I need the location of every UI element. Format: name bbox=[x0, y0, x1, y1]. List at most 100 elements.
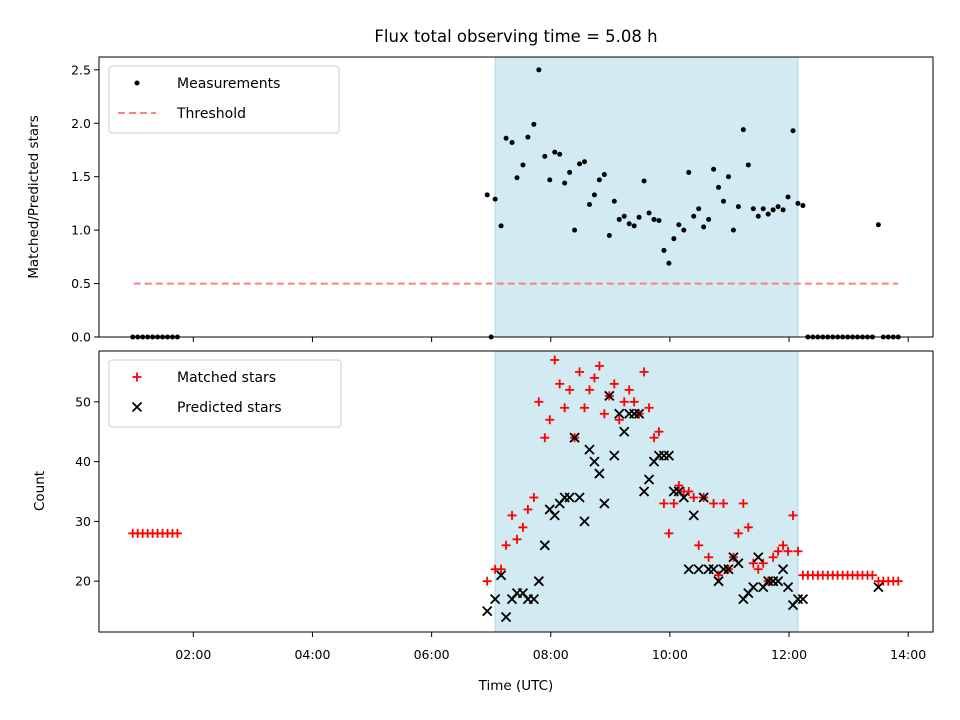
matched-stars-point bbox=[599, 409, 609, 419]
predicted-stars-point bbox=[733, 558, 744, 569]
x-b bbox=[797, 593, 809, 605]
matched-stars-point bbox=[501, 540, 511, 550]
ytick-label: 0.5 bbox=[71, 276, 91, 291]
predicted-stars-point bbox=[723, 564, 734, 575]
predicted-stars-point bbox=[482, 605, 493, 617]
x-b bbox=[594, 468, 605, 479]
top-legend: Measurements Threshold bbox=[108, 65, 340, 134]
chart-title: Flux total observing time = 5.08 h bbox=[374, 27, 657, 46]
matched-stars-point bbox=[768, 552, 778, 562]
predicted-stars-point bbox=[772, 576, 784, 587]
matched-stars-point bbox=[743, 522, 753, 532]
x-b bbox=[708, 564, 719, 575]
x-b bbox=[772, 576, 784, 587]
matched-stars-point bbox=[694, 540, 704, 550]
measurement-point bbox=[641, 178, 647, 184]
measurement-point bbox=[514, 175, 520, 181]
measurement-point bbox=[611, 198, 617, 204]
measurement-point bbox=[666, 260, 672, 266]
measurement-point bbox=[596, 177, 602, 183]
measurement-point bbox=[531, 121, 537, 127]
matched-stars-point bbox=[523, 504, 533, 514]
matched-stars-point bbox=[584, 385, 594, 395]
predicted-stars-point bbox=[619, 426, 630, 437]
measurement-point bbox=[542, 153, 548, 159]
x-b bbox=[517, 588, 529, 599]
measurement-point bbox=[656, 218, 662, 224]
predicted-stars-point bbox=[609, 450, 620, 461]
predicted-stars-point bbox=[753, 552, 764, 563]
measurement-point bbox=[676, 222, 682, 228]
legend-label: Predicted stars bbox=[177, 400, 282, 416]
measurement-point bbox=[586, 201, 592, 207]
matched-stars-point bbox=[172, 528, 182, 538]
matched-stars-point bbox=[534, 397, 544, 407]
x-b bbox=[748, 582, 759, 593]
matched-stars-point bbox=[624, 385, 634, 395]
matched-stars-point bbox=[639, 367, 649, 377]
matched-stars-point bbox=[507, 510, 517, 520]
x-b bbox=[564, 492, 575, 503]
measurement-point bbox=[790, 128, 796, 134]
x-b bbox=[873, 582, 884, 593]
measurement-point bbox=[562, 180, 568, 186]
matched-stars-point bbox=[619, 397, 629, 407]
ytick-label: 2.5 bbox=[71, 62, 91, 77]
predicted-stars-point bbox=[490, 593, 501, 605]
ytick-label: 2.0 bbox=[71, 116, 91, 131]
predicted-stars-point bbox=[614, 408, 625, 419]
predicted-stars-point bbox=[528, 593, 540, 605]
x-b bbox=[643, 474, 655, 485]
x-b bbox=[619, 426, 630, 437]
matched-stars-point bbox=[644, 403, 654, 413]
legend-box bbox=[108, 65, 340, 134]
legend-label: Measurements bbox=[177, 76, 280, 92]
matched-stars-point bbox=[550, 355, 560, 365]
x-b bbox=[728, 552, 739, 563]
x-b bbox=[544, 504, 555, 515]
matched-stars-point bbox=[654, 427, 664, 437]
measurement-point bbox=[631, 223, 637, 229]
measurement-point bbox=[740, 127, 746, 133]
matched-stars-point bbox=[704, 552, 714, 562]
x-b bbox=[574, 492, 585, 503]
measurement-point bbox=[557, 151, 563, 157]
x-b bbox=[688, 510, 699, 521]
xtick-label: 02:00 bbox=[175, 647, 211, 662]
matched-stars-point bbox=[733, 528, 743, 538]
predicted-stars-point bbox=[549, 510, 560, 521]
measurement-point bbox=[520, 162, 526, 168]
measurement-point bbox=[785, 194, 791, 200]
matched-stars-point bbox=[684, 487, 694, 496]
measurement-point bbox=[572, 227, 578, 233]
x-b bbox=[604, 390, 615, 401]
measurement-point bbox=[552, 149, 558, 155]
x-b bbox=[614, 408, 625, 419]
measurement-point bbox=[760, 206, 766, 212]
bottom-ticks: 20 30 40 50 02:00 04:00 06:00 08:00 10:00 12:00 14… bbox=[75, 394, 926, 662]
matched-stars-point bbox=[518, 522, 528, 532]
matched-stars-point bbox=[614, 415, 624, 425]
predicted-stars-point bbox=[574, 492, 585, 503]
measurement-point bbox=[577, 161, 583, 167]
predicted-stars-point bbox=[599, 498, 610, 509]
measurement-point bbox=[601, 172, 607, 178]
bottom-legend: Matched stars Predicted stars bbox=[108, 359, 342, 428]
ytick-label: 40 bbox=[75, 454, 91, 469]
matched-stars-point bbox=[719, 498, 729, 508]
measurement-point bbox=[567, 169, 573, 175]
predicted-stars-point bbox=[500, 611, 512, 623]
matched-stars-point bbox=[629, 397, 639, 407]
top-ticks: 0.0 0.5 1.0 1.5 2.0 2.5 bbox=[71, 62, 909, 345]
measurement-point bbox=[706, 216, 712, 222]
xtick-label: 04:00 bbox=[294, 647, 330, 662]
matched-stars-point bbox=[659, 498, 669, 508]
measurement-point bbox=[626, 221, 632, 227]
predicted-stars-point bbox=[589, 456, 600, 467]
matched-stars-point bbox=[867, 570, 877, 580]
measurement-point bbox=[780, 207, 786, 213]
matched-stars-point bbox=[783, 546, 793, 556]
measurement-point bbox=[770, 207, 776, 213]
ytick-label: 0.0 bbox=[71, 330, 91, 345]
